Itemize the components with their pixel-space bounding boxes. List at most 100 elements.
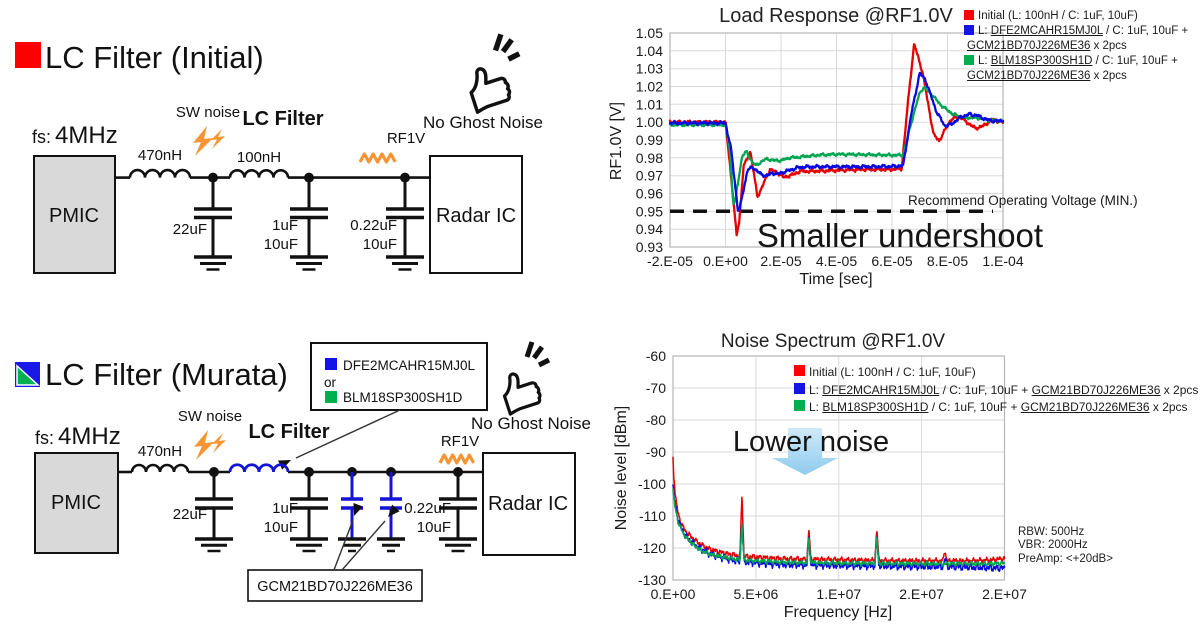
- legend-part-number: GCM21BD70J226ME36: [1031, 382, 1161, 397]
- part-selection-box: DFE2MCAHR15MJ0L or BLM18SP300SH1D: [310, 342, 488, 411]
- legend-segment: L:: [809, 382, 823, 397]
- or-label: or: [324, 375, 337, 390]
- legend-segment: / C: 1uF, 10uF +: [939, 382, 1032, 397]
- cap2-label-2: 10uF: [264, 519, 298, 536]
- x-tick-label: 2.E+07: [982, 586, 1027, 602]
- legend-swatch: [794, 365, 805, 376]
- legend-swatch: [794, 400, 805, 411]
- load-x-axis-title: Time [sec]: [799, 271, 873, 288]
- x-tick-label: 8.E-05: [927, 253, 968, 269]
- inductor-470nH-coil: [130, 463, 190, 473]
- pmic-box: [34, 452, 119, 554]
- y-tick-label: 1.00: [636, 114, 663, 130]
- noise-series-dfe2mcahr15mj0l: [672, 484, 1006, 573]
- legend-segment: / C: 1uF, 10uF +: [1102, 25, 1189, 37]
- lower-noise-arrow-icon: [772, 428, 838, 475]
- capacitor-gcm-2: [377, 472, 405, 553]
- x-tick-label: 6.E-05: [871, 253, 912, 269]
- radar-ic-box: [429, 155, 523, 274]
- y-tick-label: 1.01: [636, 96, 663, 112]
- y-tick-label: 0.96: [636, 186, 663, 202]
- thumbs-up-icon: [502, 341, 551, 416]
- legend-segment: L:: [978, 55, 991, 67]
- sw-noise-label: SW noise: [176, 104, 240, 121]
- initial-title: LC Filter (Initial): [45, 40, 264, 75]
- noise-chart-legend: Initial (L: 100nH / C: 1uF, 10uF) L: DFE2…: [794, 364, 1198, 417]
- capacitor-gcm-1: [338, 472, 366, 553]
- murata-title-icon: [15, 362, 40, 387]
- noise-series-blm18sp300sh1d: [672, 488, 1006, 568]
- y-tick-label: -120: [638, 540, 666, 556]
- noise-y-axis-title: Noise level [dBm]: [613, 405, 630, 531]
- y-tick-label: 0.95: [636, 203, 663, 219]
- load-chart-legend: Initial (L: 100nH / C: 1uF, 10uF) L: DFE2…: [964, 9, 1188, 84]
- legend-text: L: BLM18SP300SH1D / C: 1uF, 10uF +: [978, 54, 1178, 69]
- y-tick-label: -60: [646, 348, 666, 364]
- y-tick-label: -110: [639, 508, 666, 524]
- capacitor-22uF: [194, 177, 232, 271]
- smaller-undershoot-annotation: Smaller undershoot: [756, 217, 1044, 254]
- murata-title: LC Filter (Murata): [45, 357, 288, 392]
- measurement-setting-line: RBW: 500Hz: [1018, 526, 1085, 538]
- legend-segment: L:: [809, 400, 823, 414]
- legend-text: L: DFE2MCAHR15MJ0L / C: 1uF, 10uF +: [978, 24, 1188, 39]
- load-y-axis-title: RF1.0V [V]: [608, 101, 625, 181]
- legend-part-number: GCM21BD70J226ME36: [967, 40, 1091, 52]
- legend-swatch: [964, 10, 974, 20]
- capacitor-1uF-10uF: [290, 472, 328, 553]
- legend-row: Initial (L: 100nH / C: 1uF, 10uF): [794, 364, 1198, 382]
- lc-filter-label: LC Filter: [242, 108, 323, 130]
- thumbs-up-icon: [469, 33, 521, 114]
- legend-part-number: BLM18SP300SH1D: [990, 55, 1093, 67]
- cap2-label-1: 1uF: [272, 217, 298, 234]
- gcm-label: GCM21BD70J226ME36: [257, 579, 413, 595]
- legend-text: GCM21BD70J226ME36 x 2pcs: [967, 39, 1127, 54]
- legend-segment: x 2pcs: [1160, 382, 1199, 397]
- inductor-100nH-coil: [228, 169, 290, 178]
- legend-part-number: DFE2MCAHR15MJ0L: [822, 382, 940, 397]
- cap3-label-2: 10uF: [417, 519, 451, 536]
- legend-segment: x 2pcs: [1090, 70, 1127, 82]
- legend-swatch: [964, 55, 974, 65]
- legend-row: L: BLM18SP300SH1D / C: 1uF, 10uF + GCM21…: [794, 399, 1198, 417]
- capacitor-0.22uF-10uF: [439, 472, 477, 553]
- pmic-label: PMIC: [49, 205, 99, 227]
- capacitor-1uF-10uF: [290, 177, 328, 271]
- load-series-dfe2mcahr15mj0l: [668, 71, 1005, 212]
- legend-row: GCM21BD70J226ME36 x 2pcs: [967, 39, 1188, 54]
- cap1-label: 22uF: [173, 221, 207, 238]
- rf-noise-squiggle-icon: [438, 453, 476, 465]
- legend-segment: / C: 1uF, 10uF +: [928, 400, 1021, 414]
- initial-fs-label: fs: 4MHz: [32, 122, 118, 149]
- capacitor-22uF: [195, 472, 233, 553]
- x-tick-label: -2.E-05: [647, 253, 693, 269]
- plot-border: [669, 32, 1004, 248]
- legend-row: L: DFE2MCAHR15MJ0L / C: 1uF, 10uF + GCM2…: [794, 382, 1198, 400]
- legend-row: L: DFE2MCAHR15MJ0L / C: 1uF, 10uF +: [964, 24, 1188, 39]
- part1-swatch: [325, 358, 337, 370]
- radar-ic-box: [482, 452, 576, 556]
- legend-part-number: GCM21BD70J226ME36: [1020, 400, 1150, 414]
- initial-title-icon: [15, 42, 41, 68]
- inductor2-label: 100nH: [237, 149, 281, 166]
- legend-row: Initial (L: 100nH / C: 1uF, 10uF): [964, 9, 1188, 24]
- pmic-box: [33, 155, 116, 274]
- gcm-arrows: [333, 503, 400, 571]
- legend-segment: L:: [978, 25, 991, 37]
- load-response-chart: -2.E-05 0.E+00 2.E-05 4.E-05 6.E-05 8.E-05 1.E…: [636, 25, 1024, 269]
- murata-fs-label: fs: 4MHz: [35, 423, 121, 450]
- y-tick-label: 1.03: [636, 61, 663, 77]
- radar-ic-label: Radar IC: [488, 493, 568, 515]
- rf1v-label: RF1V: [441, 433, 479, 450]
- sw-noise-label: SW noise: [178, 408, 242, 425]
- legend-segment: Initial (L: 100nH / C: 1uF, 10uF): [809, 365, 976, 379]
- legend-part-number: BLM18SP300SH1D: [822, 400, 929, 414]
- noise-x-axis-title: Frequency [Hz]: [783, 604, 893, 621]
- y-tick-label: -130: [638, 572, 666, 588]
- cap3-label-2: 10uF: [363, 236, 397, 253]
- legend-text: Initial (L: 100nH / C: 1uF, 10uF): [978, 9, 1138, 24]
- lc-filter-label: LC Filter: [248, 421, 329, 443]
- y-tick-label: -100: [638, 476, 666, 492]
- x-tick-label: 2.E-05: [760, 253, 801, 269]
